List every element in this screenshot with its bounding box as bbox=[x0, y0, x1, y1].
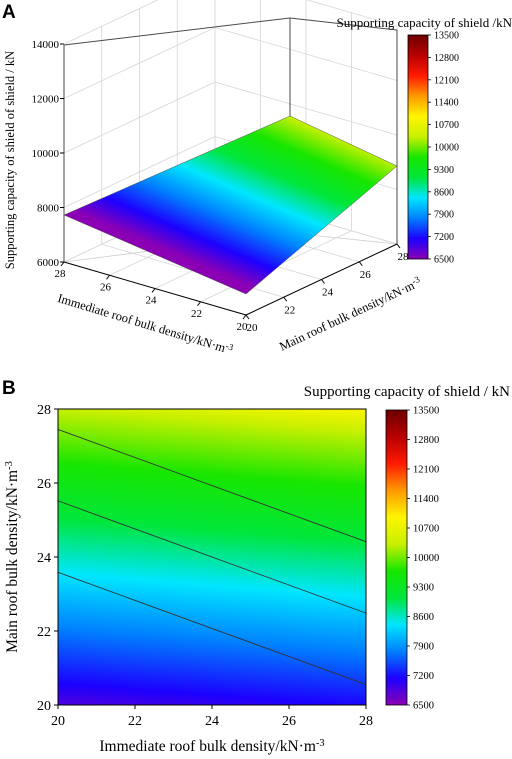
y-tick-mark bbox=[396, 243, 401, 249]
x-tick-label: 28 bbox=[55, 268, 67, 280]
colorbar-tick-label: 6500 bbox=[413, 701, 434, 712]
x-tick-label: 22 bbox=[128, 714, 142, 729]
contour-line bbox=[57, 571, 367, 686]
colorbar-a bbox=[407, 34, 429, 260]
z-axis-title-a: Supporting capacity of shield of shield … bbox=[3, 51, 17, 269]
colorbar-tick-label: 8600 bbox=[413, 612, 434, 623]
surface-plot bbox=[63, 115, 398, 295]
colorbar-tick-label: 9300 bbox=[434, 165, 454, 176]
x-tick-label: 22 bbox=[191, 308, 202, 320]
colorbar-tick-label: 7200 bbox=[413, 671, 434, 682]
x-tick-label: 24 bbox=[205, 714, 219, 729]
x-axis-title-b-exp: -3 bbox=[316, 738, 325, 749]
colorbar-tick-label: 7900 bbox=[413, 642, 434, 653]
colorbar-tick-label: 12100 bbox=[434, 75, 459, 86]
colorbar-title-a: Supporting capacity of shield /kN bbox=[337, 15, 512, 30]
x-tick-mark bbox=[151, 288, 156, 293]
colorbar-tick-label: 10700 bbox=[413, 524, 439, 535]
y-tick-label: 28 bbox=[37, 403, 51, 418]
y-tick-mark bbox=[245, 314, 250, 320]
colorbar-tick-label: 13500 bbox=[434, 31, 459, 42]
colorbar-tick-label: 12800 bbox=[413, 435, 439, 446]
colorbar-tick-label: 7900 bbox=[434, 210, 454, 221]
x-tick-label: 20 bbox=[51, 714, 65, 729]
colorbar-tick-label: 12100 bbox=[413, 465, 439, 476]
y-tick-label: 28 bbox=[398, 251, 410, 263]
contour-lines bbox=[57, 428, 367, 686]
colorbar-ticks-b: 13500 12800 12100 11400 10700 10000 9300 8600 79… bbox=[407, 406, 439, 712]
z-tick-label: 12000 bbox=[32, 94, 60, 106]
x-axis-title-b: Immediate roof bulk density/kN·m-3 bbox=[99, 738, 324, 755]
x-axis-title-a-exp: -3 bbox=[225, 341, 236, 353]
y-axis-title-a-exp: -3 bbox=[410, 274, 421, 286]
colorbar-tick-label: 11400 bbox=[413, 494, 439, 505]
panel-a: A 6000 8000 10000 12000 14000 28 26 24 22 20 20 22 2… bbox=[2, 0, 512, 355]
x-tick-label: 26 bbox=[282, 714, 296, 729]
panel-label-b: B bbox=[2, 378, 16, 399]
y-tick-mark bbox=[283, 296, 288, 302]
y-tick-label: 20 bbox=[247, 322, 259, 334]
colorbar-tick-label: 10000 bbox=[413, 553, 439, 564]
y-tick-label: 22 bbox=[37, 625, 51, 640]
x-tick-mark bbox=[197, 301, 201, 307]
x-axis-title-b-text: Immediate roof bulk density/kN·m bbox=[99, 738, 316, 755]
colorbar-tick-label: 13500 bbox=[413, 406, 439, 417]
y-tick-label: 22 bbox=[284, 304, 295, 316]
y-tick-label: 26 bbox=[37, 477, 51, 492]
grid-line bbox=[63, 0, 398, 45]
y-axis-title-b-exp: -3 bbox=[4, 461, 15, 470]
z-tick-label: 6000 bbox=[37, 257, 60, 269]
colorbar-tick-label: 7200 bbox=[434, 232, 454, 243]
colorbar-tick-label: 8600 bbox=[434, 187, 454, 198]
z-tick-label: 10000 bbox=[32, 148, 60, 160]
z-tick-label: 14000 bbox=[32, 39, 60, 51]
colorbar-title-b: Supporting capacity of shield / kN bbox=[304, 384, 510, 400]
y-axis-title-b: Main roof bulk density/kN·m-3 bbox=[4, 461, 21, 653]
x-tick-label: 26 bbox=[100, 281, 112, 293]
y-axis-title-b-text: Main roof bulk density/kN·m bbox=[4, 470, 21, 653]
colorbar-tick-label: 10000 bbox=[434, 143, 459, 154]
axis-ticks-b: 20 22 24 26 28 20 22 24 26 28 bbox=[37, 403, 373, 729]
x-tick-label: 28 bbox=[359, 714, 373, 729]
y-tick-label: 24 bbox=[37, 551, 51, 566]
x-tick-mark bbox=[60, 261, 65, 267]
colorbar-tick-label: 12800 bbox=[434, 53, 459, 64]
x-tick-label: 20 bbox=[237, 321, 249, 333]
colorbar-tick-label: 6500 bbox=[434, 255, 454, 266]
colorbar-b bbox=[385, 409, 408, 706]
z-tick-label: 8000 bbox=[37, 203, 60, 215]
colorbar-ticks-a: 13500 12800 12100 11400 10700 10000 9300 8600 79… bbox=[428, 31, 459, 266]
panel-b: B 20 22 24 26 28 20 22 24 26 28 Immediate roof bu… bbox=[2, 378, 510, 755]
colorbar-tick-label: 11400 bbox=[434, 98, 459, 109]
panel-label-a: A bbox=[2, 2, 16, 23]
y-tick-mark bbox=[321, 279, 325, 284]
y-tick-label: 26 bbox=[360, 269, 372, 281]
y-tick-mark bbox=[358, 261, 363, 267]
colorbar-tick-label: 9300 bbox=[413, 583, 434, 594]
y-tick-label: 24 bbox=[322, 287, 334, 299]
contour-line bbox=[57, 428, 367, 543]
axis-ticks-a: 6000 8000 10000 12000 14000 28 26 24 22 20 20 22 24 2… bbox=[32, 39, 410, 334]
x-tick-mark bbox=[242, 314, 247, 320]
y-tick-label: 20 bbox=[37, 699, 51, 714]
colorbar-tick-label: 10700 bbox=[434, 120, 459, 131]
x-tick-mark bbox=[106, 274, 110, 280]
contour-line bbox=[57, 500, 367, 614]
x-tick-label: 24 bbox=[146, 295, 158, 307]
